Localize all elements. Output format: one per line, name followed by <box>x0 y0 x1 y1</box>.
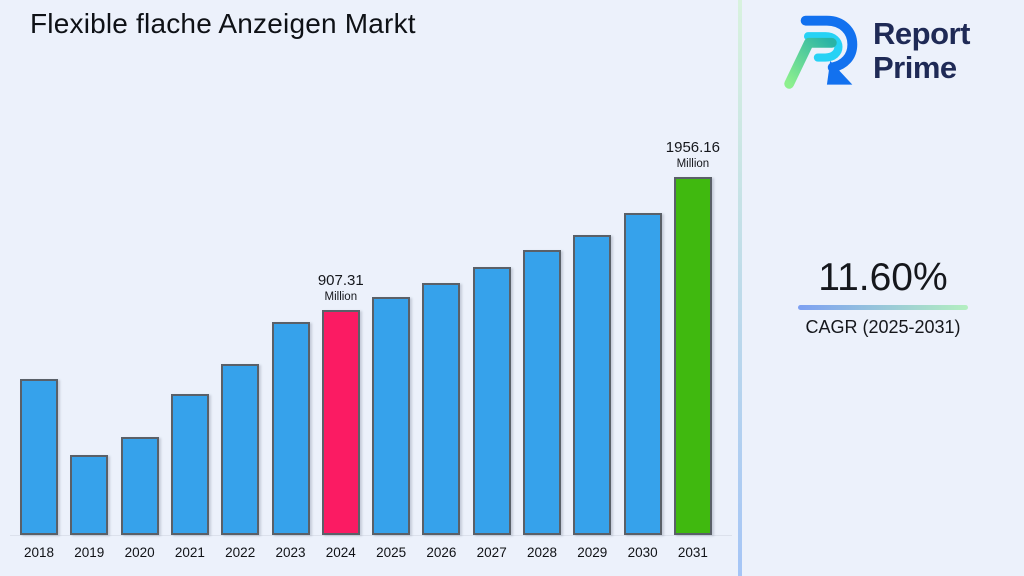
bar-value-label-2024: 907.31 Million <box>317 272 364 303</box>
logo-word-report: Report <box>873 16 970 51</box>
bar-2025 <box>372 297 411 535</box>
x-tick-2028: 2028 <box>526 545 558 560</box>
cagr-underline <box>798 305 968 310</box>
bar-2029 <box>573 235 612 535</box>
x-tick-2020: 2020 <box>124 545 155 560</box>
bar-2027 <box>472 267 511 535</box>
bar-2022 <box>221 364 260 535</box>
chart-baseline <box>10 535 732 536</box>
x-tick-2024: 2024 <box>325 545 356 560</box>
x-tick-2029: 2029 <box>577 545 608 560</box>
bar-2019 <box>70 455 109 535</box>
x-tick-2027: 2027 <box>476 545 507 560</box>
cagr-block: 11.60% CAGR (2025-2031) <box>742 256 1024 338</box>
bar-value-label-2031: 1956.16 Million <box>665 139 720 170</box>
bar-2026 <box>422 283 461 535</box>
page-title: Flexible flache Anzeigen Markt <box>30 8 416 39</box>
logo-wordmark: Report Prime <box>873 17 970 85</box>
chart-area: 2018 2019 2020 2021 2022 2023 907.31 Million 202… <box>10 139 732 560</box>
x-tick-2030: 2030 <box>627 545 658 560</box>
x-tick-2023: 2023 <box>275 545 306 560</box>
x-tick-2021: 2021 <box>174 545 205 560</box>
divider <box>738 0 742 576</box>
bar-2023 <box>271 322 310 535</box>
bar-2020 <box>120 437 159 535</box>
bar-2028 <box>523 250 561 535</box>
report-prime-logo-icon <box>784 15 858 89</box>
cagr-value: 11.60% <box>818 256 948 299</box>
logo: Report Prime <box>781 8 970 94</box>
x-tick-2025: 2025 <box>376 545 407 560</box>
bar-2021 <box>170 394 209 535</box>
x-tick-2019: 2019 <box>74 545 105 560</box>
cagr-label: CAGR (2025-2031) <box>805 317 961 337</box>
bar-2030 <box>623 213 662 535</box>
bar-2024 <box>321 310 360 535</box>
x-tick-2031: 2031 <box>677 545 708 560</box>
x-tick-2018: 2018 <box>23 545 55 560</box>
bar-2031 <box>673 177 712 535</box>
x-tick-2022: 2022 <box>225 545 256 560</box>
logo-word-prime: Prime <box>873 50 957 85</box>
bar-2018 <box>20 379 58 535</box>
x-tick-2026: 2026 <box>426 545 457 560</box>
